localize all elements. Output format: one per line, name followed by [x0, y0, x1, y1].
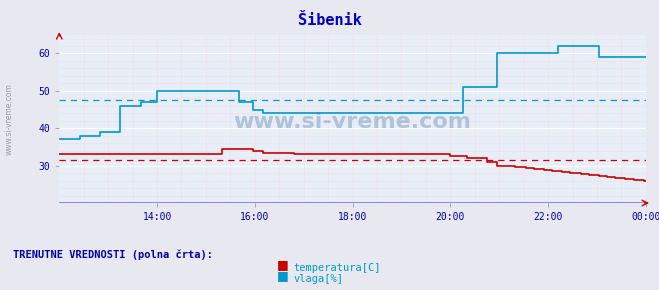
Text: TRENUTNE VREDNOSTI (polna črta):: TRENUTNE VREDNOSTI (polna črta):: [13, 250, 213, 260]
Text: www.si-vreme.com: www.si-vreme.com: [5, 83, 14, 155]
Text: www.si-vreme.com: www.si-vreme.com: [233, 112, 472, 132]
Text: temperatura[C]: temperatura[C]: [293, 263, 381, 273]
Text: vlaga[%]: vlaga[%]: [293, 274, 343, 284]
Text: Šibenik: Šibenik: [298, 13, 361, 28]
Text: ■: ■: [277, 258, 289, 271]
Text: ■: ■: [277, 269, 289, 282]
